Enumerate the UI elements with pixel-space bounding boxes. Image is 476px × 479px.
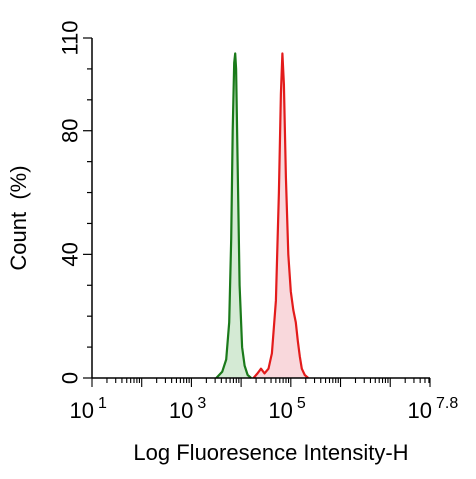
y-tick-label: 110 — [58, 20, 83, 55]
series-2-line — [252, 52, 309, 379]
x-tick-label-exponent: 1 — [98, 395, 107, 412]
x-tick-label-base: 10 — [169, 398, 193, 423]
x-axis-title: Log Fluoresence Intensity-H — [133, 440, 408, 465]
y-axis-title: Count (%) — [6, 165, 31, 270]
x-tick-label-base: 10 — [408, 398, 432, 423]
y-tick-label: 80 — [58, 118, 83, 142]
series-1-fill — [216, 53, 252, 378]
x-tick-label-exponent: 3 — [197, 395, 206, 412]
x-tick-label-exponent: 5 — [297, 395, 306, 412]
series-2-fill — [253, 53, 309, 378]
x-tick-label-base: 10 — [70, 398, 94, 423]
series-1-line — [215, 52, 252, 379]
x-tick-label-exponent: 7.8 — [436, 395, 458, 412]
y-tick-label: 0 — [58, 372, 83, 384]
y-tick-label: 40 — [58, 242, 83, 266]
x-tick-label-base: 10 — [268, 398, 292, 423]
